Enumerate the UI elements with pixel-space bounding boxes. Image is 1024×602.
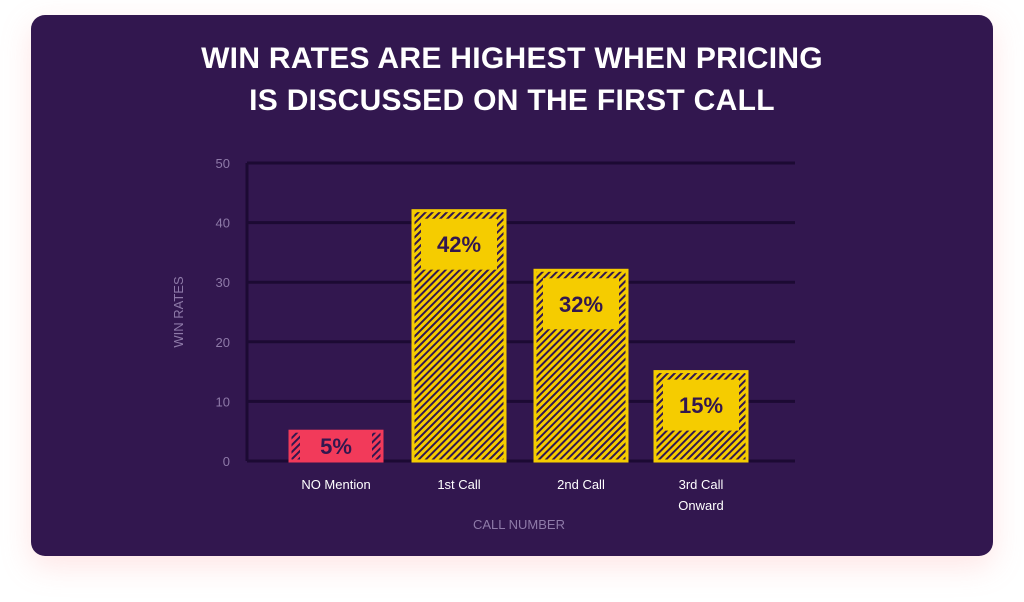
value-label: 15% (679, 393, 723, 418)
y-tick-label: 40 (216, 216, 230, 231)
chart-title-line-1: WIN RATES ARE HIGHEST WHEN PRICING (201, 42, 823, 75)
x-tick-label: 1st Call (437, 477, 480, 492)
value-label-box (543, 278, 619, 330)
y-tick-label: 0 (223, 454, 230, 469)
value-label: 42% (437, 232, 481, 257)
value-label-box (421, 218, 497, 270)
x-tick-label: Onward (678, 498, 724, 513)
value-label-box (300, 432, 372, 460)
y-tick-label: 50 (216, 156, 230, 171)
y-tick-label: 30 (216, 275, 230, 290)
chart-title: WIN RATES ARE HIGHEST WHEN PRICING IS DI… (31, 38, 993, 122)
x-tick-label: 2nd Call (557, 477, 605, 492)
y-tick-label: 10 (216, 394, 230, 409)
x-tick-label: 3rd Call (679, 477, 724, 492)
y-axis-label: WIN RATES (171, 276, 186, 348)
x-axis-label: CALL NUMBER (473, 517, 565, 532)
value-label: 32% (559, 292, 603, 317)
y-tick-label: 20 (216, 335, 230, 350)
chart-title-line-2: IS DISCUSSED ON THE FIRST CALL (249, 84, 775, 117)
value-label: 5% (320, 434, 352, 459)
x-tick-label: NO Mention (301, 477, 370, 492)
value-label-box (663, 379, 739, 431)
chart-card (31, 15, 993, 556)
